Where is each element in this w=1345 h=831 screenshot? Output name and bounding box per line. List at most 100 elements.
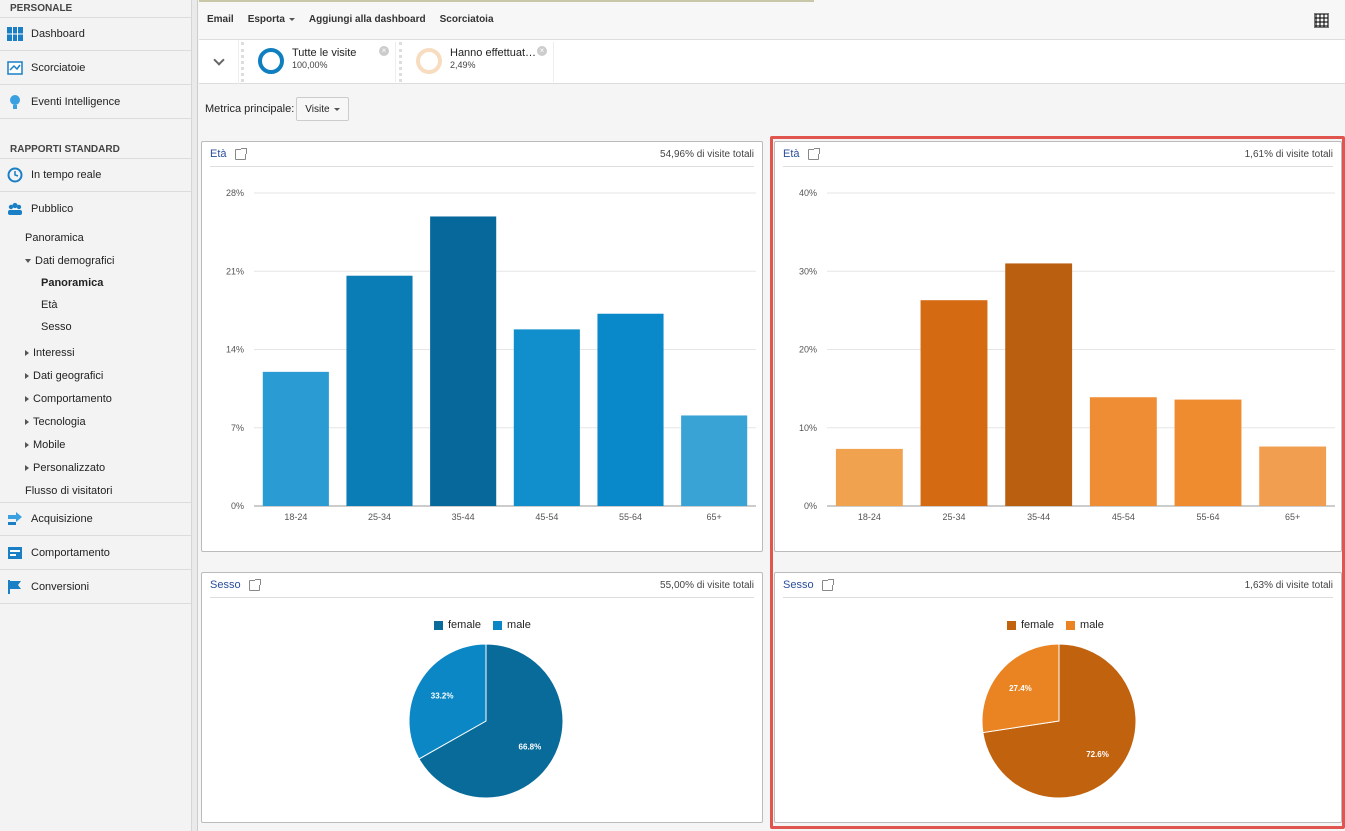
sidebar-sub-label: Mobile: [33, 438, 66, 451]
sidebar-sub-label: Dati demografici: [35, 254, 115, 267]
primary-metric-select[interactable]: Visite: [296, 97, 349, 121]
open-external-icon[interactable]: [234, 147, 247, 160]
sidebar-item-label: Dashboard: [31, 28, 85, 40]
sidebar-sub-overview[interactable]: Panoramica: [25, 231, 84, 244]
gender-chart-card-converted: Sesso 1,63% di visite totali female male…: [774, 572, 1342, 823]
bar-45-54[interactable]: [513, 329, 580, 506]
sidebar-sub-label: Personalizzato: [33, 461, 106, 474]
pie-slice-female[interactable]: [418, 643, 564, 799]
bar-55-64[interactable]: [597, 313, 664, 506]
visits-share: 1,61% di visite totali: [1244, 148, 1333, 160]
sidebar-sub-demo-overview[interactable]: Panoramica: [41, 277, 104, 289]
sidebar-item-intelligence[interactable]: Eventi Intelligence: [0, 85, 191, 119]
shortcut-icon: [7, 60, 23, 76]
y-tick-label: 7%: [231, 423, 244, 433]
segment-converted[interactable]: Hanno effettuat… 2,49% ×: [399, 42, 554, 82]
flag-icon: [7, 579, 23, 595]
card-title[interactable]: Età: [783, 148, 800, 160]
pie-slice-male[interactable]: [408, 643, 487, 760]
sidebar-sub-geo[interactable]: Dati geografici: [0, 364, 191, 387]
bar-18-24[interactable]: [835, 448, 903, 506]
x-tick-label: 35-44: [452, 512, 475, 522]
sidebar-sub-demo-gender[interactable]: Sesso: [41, 321, 72, 333]
segment-pct: 100,00%: [292, 60, 328, 70]
segment-ring-icon: [258, 48, 284, 74]
card-title[interactable]: Sesso: [783, 579, 814, 591]
segment-pct: 2,49%: [450, 60, 476, 70]
y-tick-label: 21%: [226, 266, 244, 276]
sidebar-item-label: Conversioni: [31, 580, 90, 593]
sidebar-item-behavior[interactable]: Comportamento: [0, 536, 191, 570]
card-title[interactable]: Età: [210, 148, 227, 160]
segment-name: Hanno effettuat…: [450, 47, 537, 59]
sidebar-item-label: Scorciatoie: [31, 61, 86, 74]
toolbar-top-line: [199, 0, 814, 2]
segment-ring-icon: [416, 48, 442, 74]
gender-chart-card-all: Sesso 55,00% di visite totali female mal…: [201, 572, 763, 823]
bar-55-64[interactable]: [1174, 399, 1242, 506]
sidebar-item-shortcuts[interactable]: Scorciatoie: [0, 51, 191, 85]
lightbulb-icon: [7, 94, 23, 110]
segment-toggle-button[interactable]: [199, 40, 239, 84]
open-external-icon[interactable]: [248, 578, 261, 591]
email-button[interactable]: Email: [207, 14, 234, 25]
sidebar-sub-technology[interactable]: Tecnologia: [0, 410, 191, 433]
sidebar-item-conversions[interactable]: Conversioni: [0, 570, 191, 604]
bar-65+[interactable]: [1259, 446, 1327, 506]
bar-25-34[interactable]: [920, 300, 988, 506]
sidebar-sub-demographics[interactable]: Dati demografici: [0, 249, 191, 272]
expand-down-icon: [25, 258, 31, 263]
sidebar-splitter[interactable]: [192, 0, 198, 831]
expand-right-icon: [25, 418, 29, 425]
grid-view-icon[interactable]: [1314, 13, 1329, 28]
section-heading-personal: PERSONALE: [10, 3, 73, 14]
bar-35-44[interactable]: [430, 216, 497, 506]
bar-35-44[interactable]: [1005, 263, 1073, 506]
y-tick-label: 28%: [226, 188, 244, 198]
sidebar-item-acquisition[interactable]: Acquisizione: [0, 502, 191, 536]
card-header: Sesso 1,63% di visite totali: [783, 573, 1333, 598]
pie-slice-male[interactable]: [981, 643, 1060, 734]
dashboard-icon: [7, 26, 23, 42]
sidebar-item-label: In tempo reale: [31, 169, 102, 181]
close-icon[interactable]: ×: [537, 46, 547, 56]
sidebar-item-label: Acquisizione: [31, 513, 93, 525]
legend-swatch: [434, 620, 443, 630]
open-external-icon[interactable]: [807, 147, 820, 160]
sidebar-item-dashboard[interactable]: Dashboard: [0, 17, 191, 51]
segment-all-visits[interactable]: Tutte le visite 100,00% ×: [241, 42, 396, 82]
chevron-down-icon: [212, 54, 225, 66]
people-icon: [7, 201, 23, 217]
card-header: Età 54,96% di visite totali: [210, 142, 754, 167]
pie-legend: female male: [434, 619, 543, 631]
sidebar-item-label: Comportamento: [31, 546, 110, 559]
sidebar-sub-custom[interactable]: Personalizzato: [0, 456, 191, 479]
close-icon[interactable]: ×: [379, 46, 389, 56]
legend-item-female: female: [434, 619, 481, 631]
x-tick-label: 45-54: [1112, 512, 1135, 522]
sidebar-sub-demo-age[interactable]: Età: [41, 299, 58, 311]
sidebar-sub-behavior[interactable]: Comportamento: [0, 387, 191, 410]
open-external-icon[interactable]: [821, 578, 834, 591]
legend-item-male: male: [493, 619, 531, 631]
sidebar-sub-interests[interactable]: Interessi: [0, 341, 191, 364]
bar-18-24[interactable]: [262, 371, 329, 506]
shortcut-button[interactable]: Scorciatoia: [439, 14, 494, 25]
sidebar-item-realtime[interactable]: In tempo reale: [0, 158, 191, 192]
bar-65+[interactable]: [681, 415, 748, 506]
gender-pie-chart: 72.6% 27.4%: [981, 643, 1137, 799]
x-tick-label: 55-64: [1196, 512, 1219, 522]
bar-25-34[interactable]: [346, 275, 413, 506]
export-button[interactable]: Esporta: [248, 14, 295, 25]
expand-right-icon: [25, 372, 29, 379]
x-tick-label: 45-54: [535, 512, 558, 522]
sidebar-item-audience[interactable]: Pubblico: [0, 192, 191, 226]
sidebar-sub-mobile[interactable]: Mobile: [0, 433, 191, 456]
segment-name: Tutte le visite: [292, 47, 357, 59]
x-tick-label: 65+: [1285, 512, 1300, 522]
bar-45-54[interactable]: [1089, 397, 1157, 506]
card-title[interactable]: Sesso: [210, 579, 241, 591]
sidebar-sub-flow[interactable]: Flusso di visitatori: [25, 484, 113, 497]
x-tick-label: 18-24: [284, 512, 307, 522]
add-to-dashboard-button[interactable]: Aggiungi alla dashboard: [308, 14, 426, 25]
